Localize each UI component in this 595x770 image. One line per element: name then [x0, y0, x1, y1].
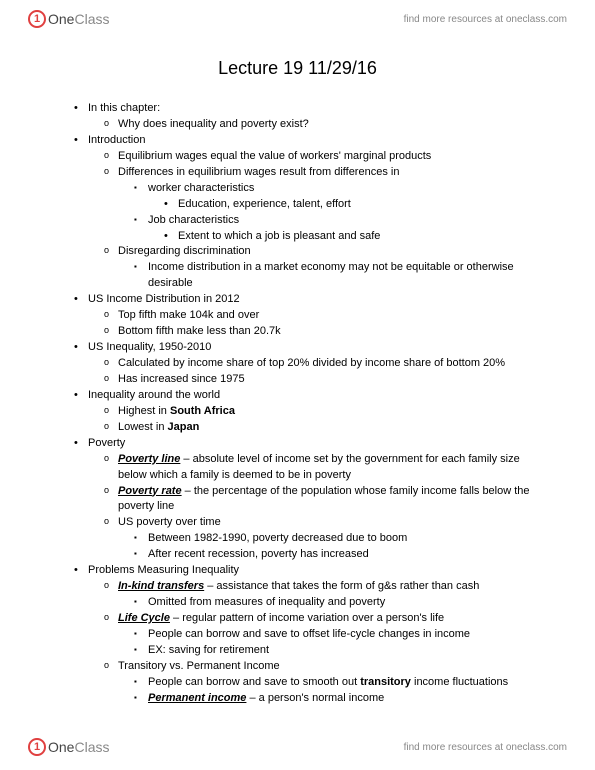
- list-item: Extent to which a job is pleasant and sa…: [164, 229, 535, 245]
- list-item: Poverty rate – the percentage of the pop…: [104, 484, 535, 516]
- list-item-text: Income distribution in a market economy …: [148, 261, 514, 289]
- list-item: People can borrow and save to offset lif…: [134, 627, 535, 643]
- list-item-text: US Income Distribution in 2012: [88, 293, 240, 305]
- list-item: Calculated by income share of top 20% di…: [104, 356, 535, 372]
- list-item-text: Highest in South Africa: [118, 405, 235, 417]
- list-item-text: Bottom fifth make less than 20.7k: [118, 325, 281, 337]
- list-item: US Inequality, 1950-2010 Calculated by in…: [74, 340, 535, 388]
- page-title: Lecture 19 11/29/16: [60, 58, 535, 79]
- list-item-text: Lowest in Japan: [118, 421, 199, 433]
- footer-tagline: find more resources at oneclass.com: [404, 742, 567, 753]
- list-item-text: Job characteristics: [148, 214, 239, 226]
- list-item: US poverty over time Between 1982-1990, p…: [104, 515, 535, 563]
- page-content: Lecture 19 11/29/16 In this chapter: Why …: [0, 34, 595, 707]
- list-item-text: Introduction: [88, 134, 145, 146]
- header-tagline: find more resources at oneclass.com: [404, 14, 567, 25]
- list-item: In-kind transfers – assistance that take…: [104, 579, 535, 611]
- list-level-3: Between 1982-1990, poverty decreased due…: [118, 531, 535, 563]
- list-item-text: EX: saving for retirement: [148, 644, 269, 656]
- list-item-text: Differences in equilibrium wages result …: [118, 166, 399, 178]
- list-item: Differences in equilibrium wages result …: [104, 165, 535, 245]
- list-item-text: Between 1982-1990, poverty decreased due…: [148, 532, 407, 544]
- list-item: Disregarding discrimination Income distri…: [104, 244, 535, 292]
- list-item: Introduction Equilibrium wages equal the …: [74, 133, 535, 292]
- outline-root: In this chapter: Why does inequality and …: [60, 101, 535, 707]
- list-item-text: Top fifth make 104k and over: [118, 309, 259, 321]
- list-item-text: US poverty over time: [118, 516, 221, 528]
- list-item-text: worker characteristics: [148, 182, 254, 194]
- list-item-text: Omitted from measures of inequality and …: [148, 596, 385, 608]
- list-level-2: Top fifth make 104k and over Bottom fifth…: [88, 308, 535, 340]
- list-item-text: Permanent income – a person's normal inc…: [148, 692, 384, 704]
- list-item-text: Transitory vs. Permanent Income: [118, 660, 280, 672]
- list-item: Poverty Poverty line – absolute level of …: [74, 436, 535, 564]
- list-item: After recent recession, poverty has incr…: [134, 547, 535, 563]
- list-item: Highest in South Africa: [104, 404, 535, 420]
- list-item-text: Extent to which a job is pleasant and sa…: [178, 230, 380, 242]
- list-item: Top fifth make 104k and over: [104, 308, 535, 324]
- list-item: Transitory vs. Permanent Income People ca…: [104, 659, 535, 707]
- list-item: Lowest in Japan: [104, 420, 535, 436]
- list-level-2: Calculated by income share of top 20% di…: [88, 356, 535, 388]
- list-item-text: After recent recession, poverty has incr…: [148, 548, 369, 560]
- list-item-text: Why does inequality and poverty exist?: [118, 118, 309, 130]
- list-level-3: worker characteristics Education, experie…: [118, 181, 535, 245]
- list-item: Poverty line – absolute level of income …: [104, 452, 535, 484]
- list-item-text: Disregarding discrimination: [118, 245, 251, 257]
- list-level-3: Income distribution in a market economy …: [118, 260, 535, 292]
- list-item-text: Education, experience, talent, effort: [178, 198, 351, 210]
- list-item-text: Equilibrium wages equal the value of wor…: [118, 150, 431, 162]
- list-item: Why does inequality and poverty exist?: [104, 117, 535, 133]
- list-item-text: Poverty rate – the percentage of the pop…: [118, 485, 530, 513]
- list-level-2: Poverty line – absolute level of income …: [88, 452, 535, 564]
- list-item: Income distribution in a market economy …: [134, 260, 535, 292]
- list-item: Equilibrium wages equal the value of wor…: [104, 149, 535, 165]
- logo: 1 OneClass: [28, 10, 109, 28]
- list-item-text: Poverty: [88, 437, 125, 449]
- list-item-text: Calculated by income share of top 20% di…: [118, 357, 505, 369]
- list-level-2: Why does inequality and poverty exist?: [88, 117, 535, 133]
- list-item-text: Inequality around the world: [88, 389, 220, 401]
- footer: 1 OneClass find more resources at onecla…: [0, 728, 595, 762]
- list-item: Inequality around the world Highest in So…: [74, 388, 535, 436]
- logo-icon: 1: [28, 738, 46, 756]
- footer-logo: 1 OneClass: [28, 738, 109, 756]
- header: 1 OneClass find more resources at onecla…: [0, 0, 595, 34]
- list-level-2: Equilibrium wages equal the value of wor…: [88, 149, 535, 292]
- list-level-2: Highest in South Africa Lowest in Japan: [88, 404, 535, 436]
- footer-logo-text: OneClass: [48, 739, 109, 755]
- list-level-2: In-kind transfers – assistance that take…: [88, 579, 535, 707]
- list-item: Problems Measuring Inequality In-kind tra…: [74, 563, 535, 706]
- list-level-4: Education, experience, talent, effort: [148, 197, 535, 213]
- list-item: In this chapter: Why does inequality and …: [74, 101, 535, 133]
- list-item: Between 1982-1990, poverty decreased due…: [134, 531, 535, 547]
- logo-icon: 1: [28, 10, 46, 28]
- list-item: worker characteristics Education, experie…: [134, 181, 535, 213]
- list-item: Job characteristics Extent to which a job…: [134, 213, 535, 245]
- list-item: Permanent income – a person's normal inc…: [134, 691, 535, 707]
- list-item-text: US Inequality, 1950-2010: [88, 341, 211, 353]
- list-level-3: People can borrow and save to offset lif…: [118, 627, 535, 659]
- list-item-text: Life Cycle – regular pattern of income v…: [118, 612, 444, 624]
- list-item: Life Cycle – regular pattern of income v…: [104, 611, 535, 659]
- list-item-text: People can borrow and save to smooth out…: [148, 676, 508, 688]
- list-item-text: Problems Measuring Inequality: [88, 564, 239, 576]
- list-item-text: In-kind transfers – assistance that take…: [118, 580, 479, 592]
- list-item: Omitted from measures of inequality and …: [134, 595, 535, 611]
- list-item: Bottom fifth make less than 20.7k: [104, 324, 535, 340]
- list-level-4: Extent to which a job is pleasant and sa…: [148, 229, 535, 245]
- list-item: EX: saving for retirement: [134, 643, 535, 659]
- list-item: Has increased since 1975: [104, 372, 535, 388]
- list-item-text: Poverty line – absolute level of income …: [118, 453, 520, 481]
- list-item-text: In this chapter:: [88, 102, 160, 114]
- list-item-text: People can borrow and save to offset lif…: [148, 628, 470, 640]
- list-item: Education, experience, talent, effort: [164, 197, 535, 213]
- logo-text: OneClass: [48, 11, 109, 27]
- list-item: People can borrow and save to smooth out…: [134, 675, 535, 691]
- list-level-3: Omitted from measures of inequality and …: [118, 595, 535, 611]
- list-level-3: People can borrow and save to smooth out…: [118, 675, 535, 707]
- list-item: US Income Distribution in 2012 Top fifth …: [74, 292, 535, 340]
- list-item-text: Has increased since 1975: [118, 373, 245, 385]
